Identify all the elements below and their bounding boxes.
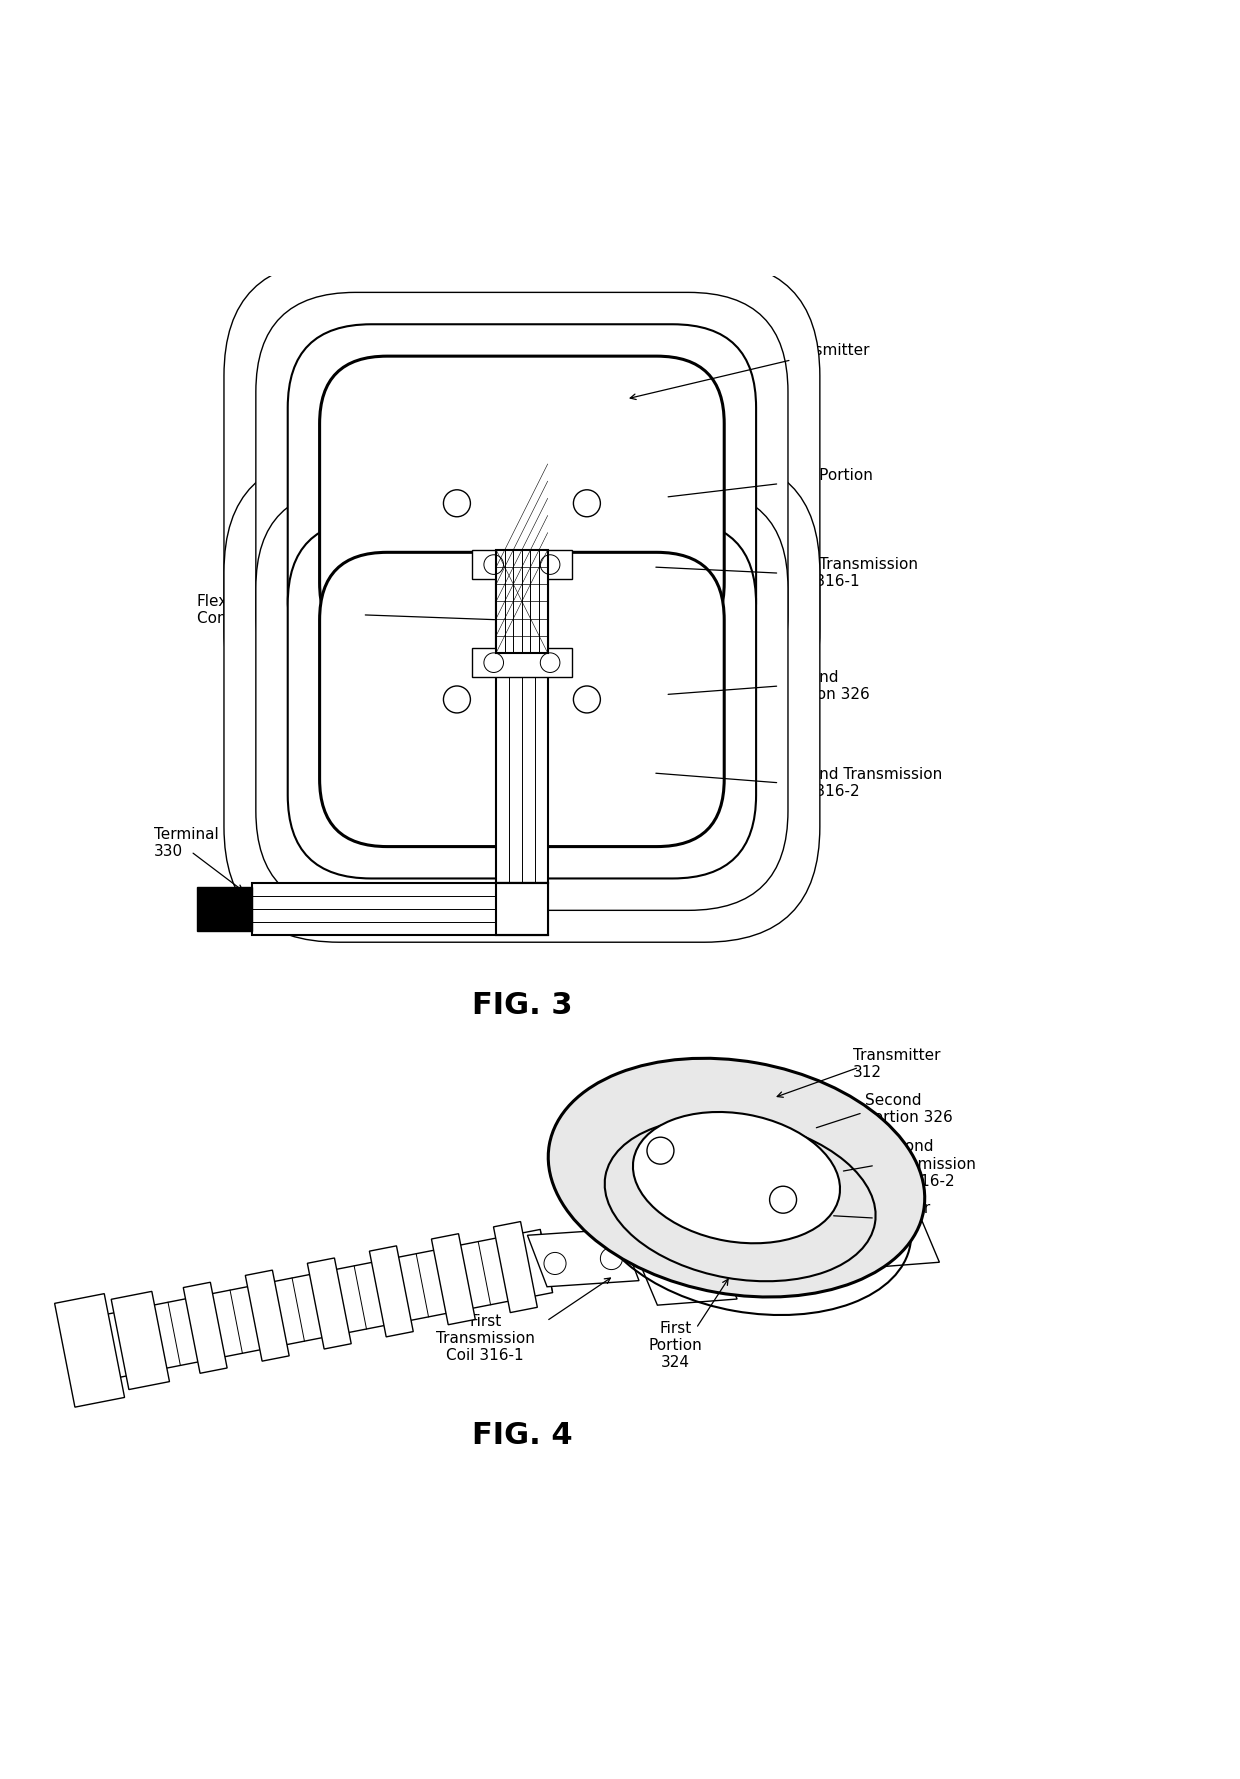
Text: First Portion: First Portion: [782, 468, 873, 482]
Polygon shape: [370, 1245, 413, 1336]
Text: First: First: [469, 1313, 501, 1329]
Text: 324: 324: [782, 484, 811, 500]
Text: Coil 316-1: Coil 316-1: [782, 575, 859, 589]
Ellipse shape: [559, 1067, 915, 1292]
Text: Transmission: Transmission: [878, 1156, 976, 1172]
Polygon shape: [494, 1222, 537, 1313]
Polygon shape: [527, 1229, 639, 1286]
Text: Coil 316-2: Coil 316-2: [782, 785, 859, 799]
Bar: [496, 580, 548, 884]
Ellipse shape: [616, 1110, 866, 1268]
Bar: [197, 888, 252, 930]
Text: Flexible: Flexible: [197, 594, 255, 608]
Ellipse shape: [632, 1112, 839, 1244]
Ellipse shape: [570, 1075, 905, 1288]
Text: Second: Second: [782, 671, 838, 685]
Polygon shape: [184, 1283, 227, 1373]
Text: Portion 326: Portion 326: [866, 1110, 954, 1124]
Ellipse shape: [627, 1119, 856, 1263]
Text: Coil 316-1: Coil 316-1: [446, 1348, 525, 1363]
FancyBboxPatch shape: [255, 292, 787, 713]
FancyBboxPatch shape: [320, 551, 724, 847]
Text: First Transmission: First Transmission: [782, 557, 918, 573]
Text: Transmitter: Transmitter: [782, 343, 869, 358]
Polygon shape: [122, 1295, 165, 1386]
Text: 324: 324: [661, 1356, 689, 1370]
FancyBboxPatch shape: [224, 457, 820, 943]
Text: FIG. 4: FIG. 4: [471, 1421, 572, 1450]
Text: Coil 316-2: Coil 316-2: [878, 1174, 955, 1188]
Text: Second: Second: [878, 1140, 934, 1155]
Bar: [471, 550, 572, 580]
Polygon shape: [432, 1233, 475, 1325]
Polygon shape: [55, 1293, 124, 1407]
FancyBboxPatch shape: [224, 260, 820, 745]
Ellipse shape: [583, 1083, 895, 1283]
Ellipse shape: [548, 1059, 925, 1297]
Text: FIG. 3: FIG. 3: [471, 991, 572, 1021]
Text: 318: 318: [878, 1219, 906, 1233]
Polygon shape: [246, 1270, 289, 1361]
FancyBboxPatch shape: [288, 324, 756, 683]
Text: Portion: Portion: [649, 1338, 702, 1354]
FancyBboxPatch shape: [320, 356, 724, 651]
Text: Second: Second: [866, 1092, 921, 1108]
FancyBboxPatch shape: [255, 489, 787, 911]
Polygon shape: [112, 1292, 170, 1389]
Text: 330: 330: [154, 843, 184, 859]
Text: 312: 312: [853, 1064, 882, 1080]
Text: Terminal: Terminal: [154, 827, 218, 841]
Text: Portion 326: Portion 326: [782, 687, 869, 703]
Bar: [496, 884, 548, 936]
FancyBboxPatch shape: [288, 521, 756, 879]
Bar: [471, 648, 572, 678]
Polygon shape: [308, 1258, 351, 1348]
Bar: [496, 550, 548, 653]
Polygon shape: [839, 1215, 940, 1268]
Text: Second Transmission: Second Transmission: [782, 767, 942, 781]
Text: 312: 312: [782, 359, 811, 375]
Text: Transmitter: Transmitter: [853, 1048, 940, 1062]
Ellipse shape: [605, 1101, 875, 1272]
Ellipse shape: [594, 1092, 885, 1277]
Text: First: First: [658, 1322, 692, 1336]
Text: Connector 328: Connector 328: [197, 610, 310, 626]
Bar: [252, 884, 548, 936]
Text: Spacer: Spacer: [878, 1201, 931, 1215]
Polygon shape: [637, 1252, 737, 1306]
Polygon shape: [105, 1229, 553, 1377]
Text: Transmission: Transmission: [435, 1331, 534, 1345]
